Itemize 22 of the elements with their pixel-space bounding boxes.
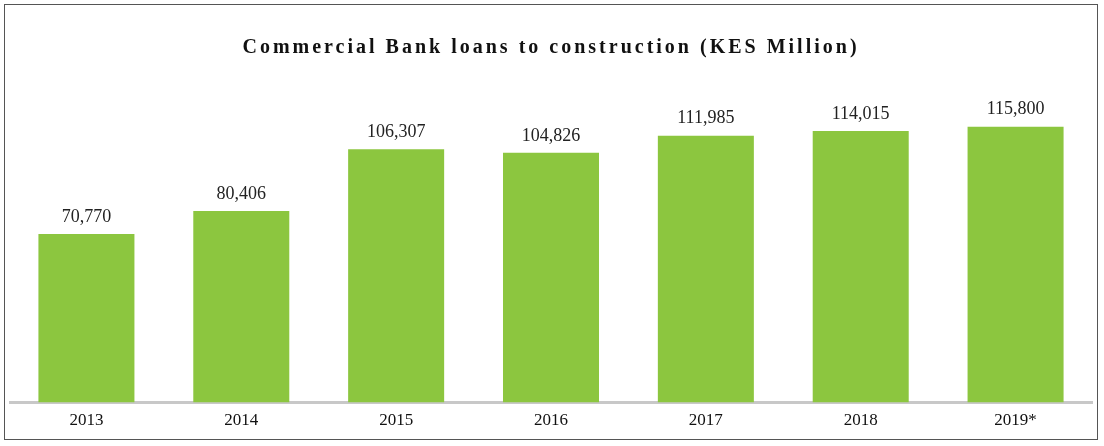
- bar: [38, 233, 135, 403]
- data-label: 114,015: [831, 102, 890, 123]
- bar: [967, 126, 1064, 403]
- x-tick-label: 2018: [843, 410, 878, 430]
- x-tick-label: 2016: [534, 410, 568, 430]
- x-tick-label: 2015: [379, 410, 414, 430]
- bar: [502, 152, 600, 403]
- x-tick-label: 2019*: [994, 410, 1037, 430]
- data-label: 80,406: [216, 182, 267, 203]
- chart-title: Commercial Bank loans to construction (KES Million): [241, 35, 861, 58]
- data-label: 70,770: [61, 205, 112, 226]
- data-label: 111,985: [677, 107, 735, 128]
- data-label: 115,800: [986, 98, 1045, 119]
- bar: [812, 130, 909, 403]
- bar: [657, 135, 754, 403]
- data-label: 106,307: [366, 121, 426, 142]
- data-label: 104,826: [521, 124, 581, 145]
- bar: [348, 149, 445, 403]
- bar: [193, 211, 290, 403]
- x-tick-label: 2013: [69, 410, 104, 430]
- x-tick-label: 2017: [688, 410, 724, 430]
- x-tick-label: 2014: [224, 410, 259, 430]
